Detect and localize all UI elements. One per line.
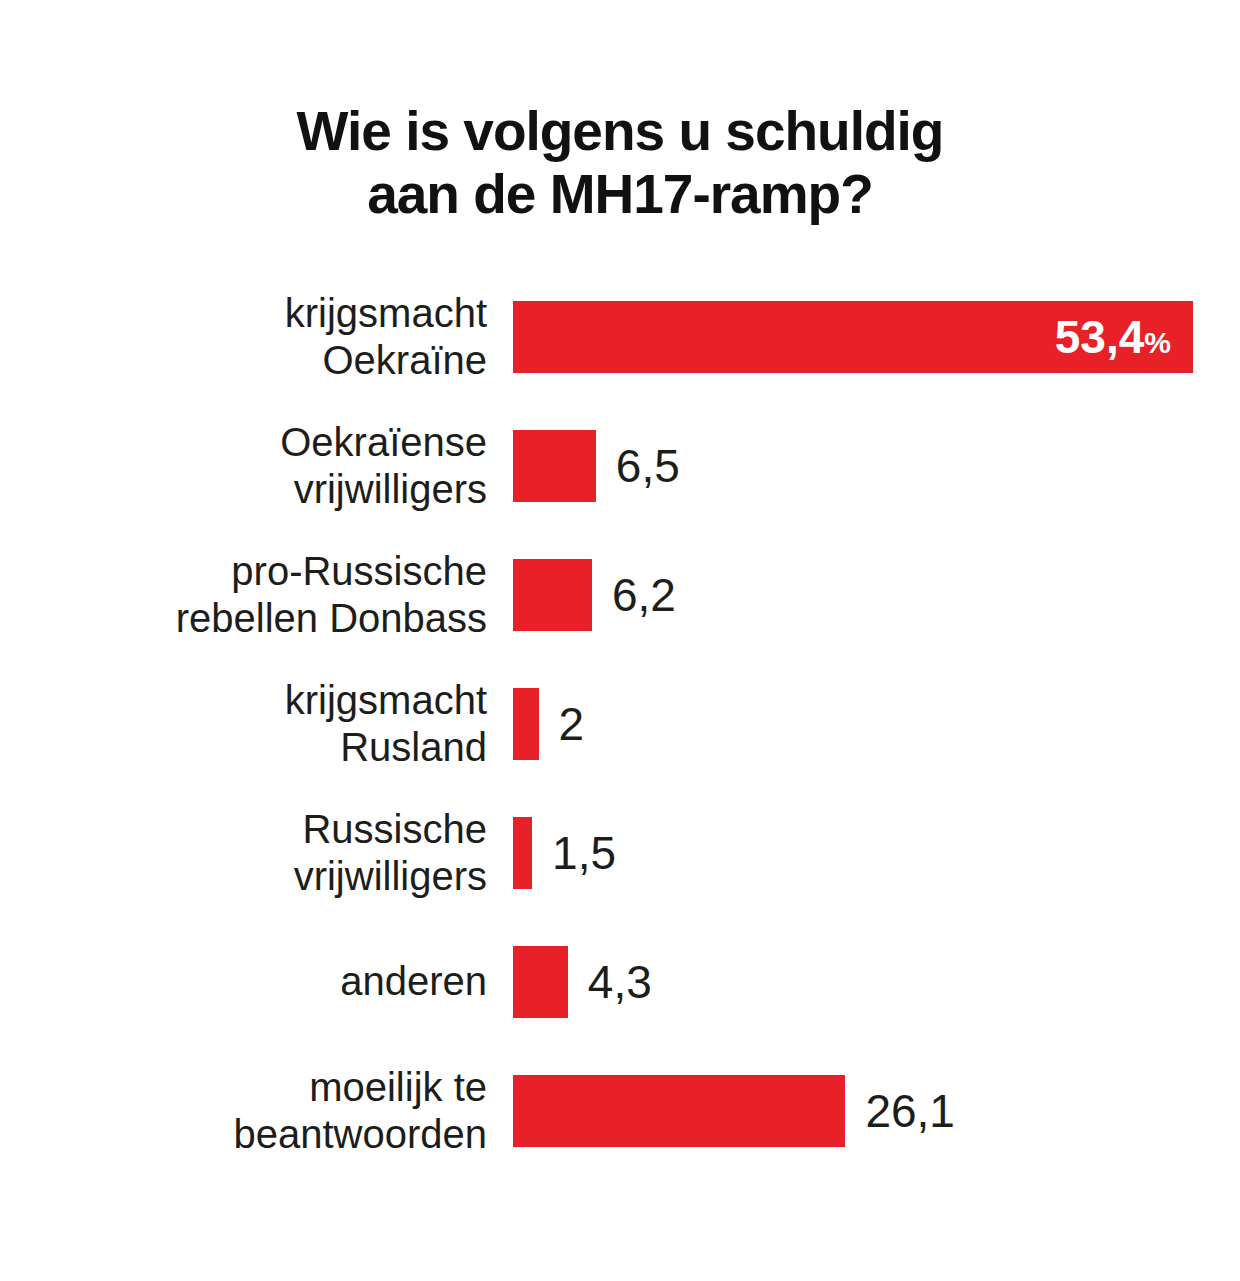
value-label-outside: 6,2 [612,568,676,622]
value-label-outside: 1,5 [552,826,616,880]
value-label-outside: 2 [559,697,585,751]
bar-chart: krijgsmachtOekraïne 53,4% Oekraïensevrij… [0,272,1240,1175]
bar: 53,4% [513,301,1193,373]
value-label-outside: 26,1 [865,1084,955,1138]
bar [513,1075,845,1147]
bar-track: 6,5 [513,430,1240,502]
value-label-outside: 6,5 [616,439,680,493]
category-label: Russischevrijwilligers [0,806,513,900]
value-label-inside: 53,4% [1055,310,1171,364]
chart-title: Wie is volgens u schuldig aan de MH17-ra… [0,0,1240,226]
chart-row: Oekraïensevrijwilligers 6,5 [0,401,1240,530]
bar-track: 53,4% [513,301,1240,373]
chart-row: Russischevrijwilligers 1,5 [0,788,1240,917]
value-label-outside: 4,3 [588,955,652,1009]
category-label: Oekraïensevrijwilligers [0,419,513,513]
category-label: pro-Russischerebellen Donbass [0,548,513,642]
bar-track: 26,1 [513,1075,1240,1147]
chart-row: krijgsmachtOekraïne 53,4% [0,272,1240,401]
bar [513,946,568,1018]
category-label: moeilijk tebeantwoorden [0,1064,513,1158]
bar-track: 4,3 [513,946,1240,1018]
chart-title-line-1: Wie is volgens u schuldig [0,100,1240,163]
category-label: krijgsmachtRusland [0,677,513,771]
chart-row: pro-Russischerebellen Donbass 6,2 [0,530,1240,659]
bar-track: 6,2 [513,559,1240,631]
infographic: Wie is volgens u schuldig aan de MH17-ra… [0,0,1240,1281]
bar [513,688,539,760]
bar [513,817,532,889]
bar [513,559,592,631]
bar [513,430,596,502]
category-label: anderen [0,958,513,1005]
bar-track: 2 [513,688,1240,760]
percent-sign: % [1144,326,1171,359]
category-label: krijgsmachtOekraïne [0,290,513,384]
chart-row: krijgsmachtRusland 2 [0,659,1240,788]
chart-row: moeilijk tebeantwoorden 26,1 [0,1046,1240,1175]
value-number: 53,4 [1055,311,1145,363]
bar-track: 1,5 [513,817,1240,889]
chart-title-line-2: aan de MH17-ramp? [0,163,1240,226]
chart-row: anderen 4,3 [0,917,1240,1046]
